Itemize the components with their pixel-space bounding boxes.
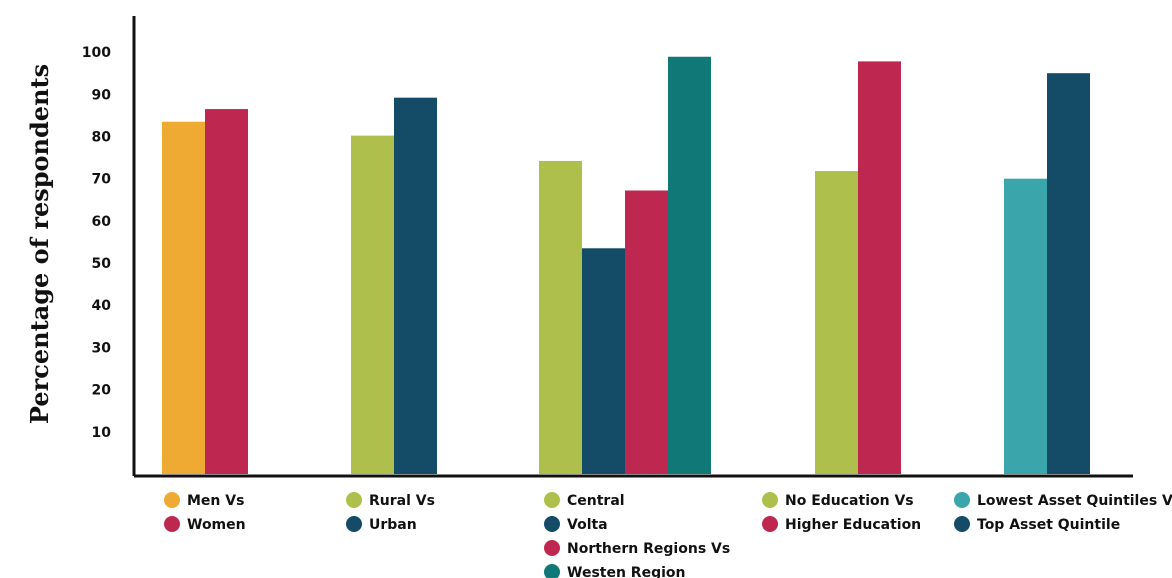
y-tick-label: 20 — [92, 383, 112, 399]
legend-swatch — [544, 540, 560, 556]
legend-swatch — [544, 564, 560, 578]
y-tick-label: 50 — [92, 256, 112, 272]
legend-label: Urban — [369, 517, 417, 533]
legend-swatch — [954, 492, 970, 508]
legend-swatch — [544, 492, 560, 508]
legend-label: Women — [187, 517, 246, 533]
legend-swatch — [346, 516, 362, 532]
bar-lowest-asset-quintiles-vs — [1004, 178, 1047, 475]
y-tick-label: 90 — [92, 87, 112, 103]
bar-women — [205, 109, 248, 474]
legend-swatch — [346, 492, 362, 508]
legend-label: Top Asset Quintile — [977, 517, 1120, 533]
y-tick-label: 80 — [92, 129, 112, 145]
bar-men-vs — [162, 121, 205, 474]
y-tick-label: 60 — [92, 214, 112, 230]
bar-northern-regions-vs — [625, 190, 668, 474]
bar-volta — [582, 248, 625, 474]
bar-urban — [394, 97, 437, 475]
legend-swatch — [164, 492, 180, 508]
legend-swatch — [954, 516, 970, 532]
legend-label: Higher Education — [785, 517, 921, 533]
legend-label: Men Vs — [187, 493, 244, 509]
legend-swatch — [164, 516, 180, 532]
y-tick-label: 100 — [82, 45, 111, 61]
legend-label: Rural Vs — [369, 493, 435, 509]
bar-central — [539, 160, 582, 474]
y-tick-label: 70 — [92, 172, 112, 188]
y-tick-label: 10 — [92, 425, 112, 441]
legend-label: Northern Regions Vs — [567, 541, 730, 557]
legend-swatch — [762, 516, 778, 532]
legend-label: Lowest Asset Quintiles Vs — [977, 493, 1172, 509]
legend-label: Central — [567, 493, 625, 509]
legend-swatch — [544, 516, 560, 532]
legend-swatch — [762, 492, 778, 508]
legend-label: Westen Region — [567, 565, 685, 578]
y-axis-label: Percentage of respondents — [25, 64, 54, 424]
bar-higher-education — [858, 61, 901, 474]
legend-label: No Education Vs — [785, 493, 914, 509]
y-tick-label: 40 — [92, 298, 112, 314]
bar-no-education-vs — [815, 171, 858, 474]
bar-rural-vs — [351, 135, 394, 474]
bar-top-asset-quintile — [1047, 73, 1090, 474]
legend-label: Volta — [567, 517, 608, 533]
bar-westen-region — [668, 56, 711, 474]
y-tick-label: 30 — [92, 340, 112, 356]
